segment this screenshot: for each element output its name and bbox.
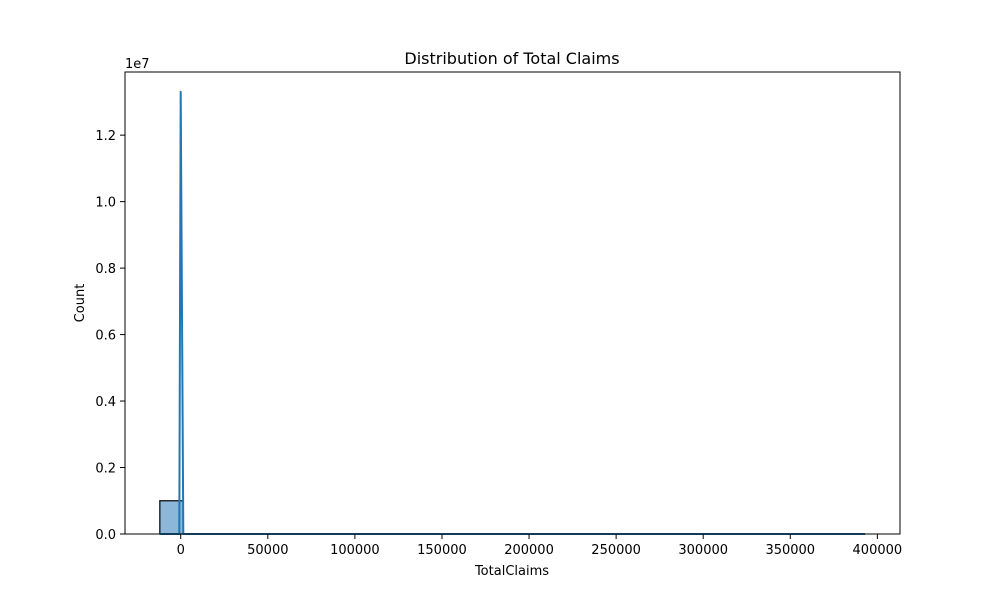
x-tick-label: 50000 — [247, 543, 288, 558]
y-axis: 0.0 0.2 0.4 0.6 0.8 1.0 1.2 — [95, 129, 125, 543]
y-tick-label: 0.4 — [95, 395, 116, 410]
x-tick-label: 400000 — [853, 543, 903, 558]
y-tick-label: 0.6 — [95, 329, 116, 344]
y-tick-label: 0.8 — [95, 262, 116, 277]
x-tick-label: 150000 — [417, 543, 467, 558]
x-tick-label: 350000 — [765, 543, 815, 558]
x-axis-label: TotalClaims — [474, 564, 549, 579]
y-tick-label: 0.0 — [95, 528, 116, 543]
kde-line — [159, 90, 866, 535]
x-tick-label: 0 — [177, 543, 185, 558]
chart-title: Distribution of Total Claims — [404, 49, 619, 68]
x-tick-label: 100000 — [330, 543, 380, 558]
plot-area — [159, 90, 866, 535]
axes-frame — [124, 71, 901, 535]
x-tick-label: 300000 — [678, 543, 728, 558]
y-tick-label: 1.2 — [95, 129, 116, 144]
x-tick-label: 250000 — [591, 543, 641, 558]
y-axis-label: Count — [73, 284, 88, 323]
x-tick-label: 200000 — [504, 543, 554, 558]
y-offset-label: 1e7 — [125, 57, 150, 72]
y-tick-label: 1.0 — [95, 196, 116, 211]
y-tick-label: 0.2 — [95, 462, 116, 477]
x-axis: 0 50000 100000 150000 200000 250000 300000 3500… — [177, 534, 903, 558]
